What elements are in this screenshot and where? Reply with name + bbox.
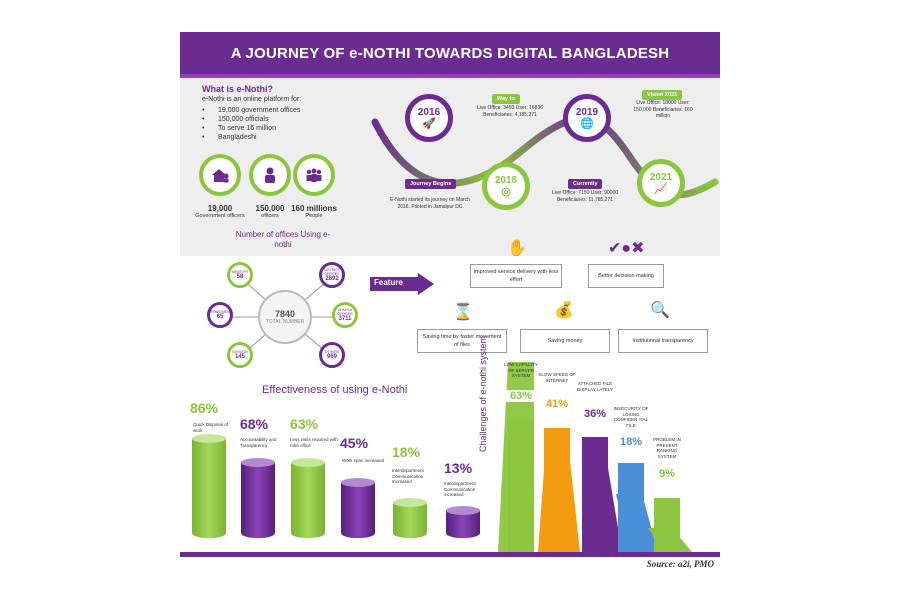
timeline-note: E-Nothi started its journey on March 201… (390, 197, 470, 210)
money-icon: 💰 (554, 302, 574, 319)
office-node: UPAZILA OFFICES 3711 (332, 302, 358, 328)
challenge-bar (508, 420, 534, 552)
effectiveness-desc: Quick Disposal of work (193, 422, 229, 433)
tag-currently: Currently (568, 179, 603, 189)
effectiveness-cylinder (241, 458, 275, 538)
effectiveness-cylinder (291, 458, 325, 538)
offices-title: Number of offices Using e-nothi (235, 230, 331, 249)
office-node: OTHERS 969 (319, 342, 345, 368)
magnifier-icon: 🔍 (650, 302, 670, 319)
offices-hub: 7840 TOTAL NUMBER (258, 290, 312, 344)
decision-icon: ✔●✖ (608, 240, 645, 257)
list-item: Bangladeshi (202, 134, 300, 141)
infographic: A JOURNEY OF e-NOTHI TOWARDS DIGITAL BAN… (180, 32, 720, 572)
challenge-bar (654, 498, 680, 552)
feature-box: Saving money (520, 329, 610, 353)
handshake-icon: ✋ (507, 240, 527, 257)
list-item: 150,000 officials (202, 116, 300, 123)
stat-label: officers (261, 213, 279, 219)
effectiveness-pct: 68% (240, 416, 269, 432)
year-label: 2018 (494, 174, 518, 186)
target-icon: ◎ (501, 185, 511, 198)
year-2018: 2018 ◎ (482, 162, 530, 210)
timeline-note: Live Office: 18000 User: 150,000 Benefic… (633, 100, 693, 119)
effectiveness-cylinder (192, 434, 226, 538)
tag-journey-begins: Journey Begins (405, 179, 457, 189)
effectiveness-pct: 18% (392, 444, 421, 460)
hourglass-icon: ⌛ (453, 304, 473, 321)
office-node: MINISTRY 58 (227, 262, 253, 288)
challenge-desc: INSECURITY OF LOSING CONFIDEN TIAL FILE (613, 406, 649, 428)
effectiveness-desc: Work span increased (342, 458, 385, 463)
effectiveness-cylinder (341, 478, 375, 538)
stat-label: People (305, 213, 323, 219)
challenge-pct: 63% (505, 390, 537, 402)
challenge-bar (582, 437, 608, 552)
challenges-title: Challenges of e-nothi system (478, 335, 488, 452)
house-user-icon (199, 154, 241, 196)
offices-total-label: TOTAL NUMBER (265, 319, 305, 325)
effectiveness-cylinder (446, 506, 480, 538)
effectiveness-desc: Less visits required with nthe office (290, 437, 338, 448)
title-underline (180, 74, 720, 78)
year-2021: 2021 📈 (637, 159, 685, 207)
effectiveness-pct: 86% (190, 400, 219, 416)
timeline-note: Live Office: 7150 User: 90000 Beneficiar… (551, 190, 619, 203)
office-node: DEPARTMENT 65 (207, 302, 233, 328)
stat-value: 19,000 (207, 204, 233, 213)
stat-label: Government officers (195, 213, 245, 219)
feature-box: Better decision making (588, 264, 664, 288)
challenge-desc: SLOW SPEED OF INTERNET (538, 372, 576, 383)
challenge-pct: 9% (651, 468, 683, 480)
challenge-pct: 18% (615, 436, 647, 448)
people-group-icon (293, 154, 335, 196)
year-label: 2019 (575, 106, 599, 118)
feature-box: Saving time by faster movement of files (417, 329, 507, 353)
effectiveness-cylinder (393, 498, 427, 538)
effectiveness-pct: 45% (340, 435, 369, 451)
feature-label: Feature (374, 278, 403, 287)
challenge-desc: ATTACHED FILE DISPLAY LATELY (577, 381, 613, 392)
feature-box: Improved service delivery with less effo… (470, 264, 562, 288)
effectiveness-desc: Interdepartment Communication increased (444, 481, 476, 497)
feature-arrow-icon (370, 273, 434, 295)
challenge-bar (618, 463, 644, 552)
challenge-desc: PROBLEM IN PRESENT RANKING SYSTEM (653, 437, 681, 459)
list-item: To serve 16 million (202, 125, 300, 132)
tag-vision-2021: Vision 2021 (642, 90, 683, 100)
stat-value: 160 millions (291, 204, 337, 213)
stat-value: 150,000 (255, 204, 285, 213)
challenge-bar (544, 428, 570, 552)
rocket-icon: 🚀 (422, 117, 436, 130)
office-node: DISTRICT OFFICES 2892 (319, 262, 345, 288)
year-label: 2016 (417, 106, 441, 118)
challenge-pct: 36% (579, 408, 611, 420)
effectiveness-pct: 63% (290, 416, 319, 432)
timeline-note: Live Office: 3493 User: 16836 Beneficiar… (476, 105, 544, 118)
year-2016: 2016 🚀 (405, 94, 453, 142)
what-list: 19,000 government offices 150,000 offici… (202, 107, 300, 143)
effectiveness-desc: Accountability and Transparency (240, 437, 277, 448)
chart-icon: 📈 (654, 182, 668, 195)
globe-icon: 🌐 (580, 117, 594, 130)
source-credit: Source: a2i, PMO (646, 559, 714, 569)
effectiveness-title: Effectiveness of using e-Nothi (262, 384, 408, 396)
year-label: 2021 (649, 171, 673, 183)
footer-bar (180, 552, 720, 557)
effectiveness-pct: 13% (444, 460, 473, 476)
tag-way-to: Way to (492, 94, 520, 104)
effectiveness-desc: Interdepartment Communication Increased (392, 468, 424, 484)
challenge-desc: LOW CAPACITY OF SERVER SYSTEM (504, 362, 538, 378)
year-2019: 2019 🌐 (563, 94, 611, 142)
infographic-title: A JOURNEY OF e-NOTHI TOWARDS DIGITAL BAN… (180, 32, 720, 74)
officer-icon (249, 154, 291, 196)
challenge-pct: 41% (541, 398, 573, 410)
office-node: DIVISION 145 (227, 342, 253, 368)
list-item: 19,000 government offices (202, 107, 300, 114)
what-intro: e-Nothi is an online platform for: (202, 96, 302, 103)
offices-total: 7840 (274, 309, 296, 319)
what-heading: What is e-Nothi? (202, 84, 273, 94)
feature-box: Institutional transparency (618, 329, 708, 353)
